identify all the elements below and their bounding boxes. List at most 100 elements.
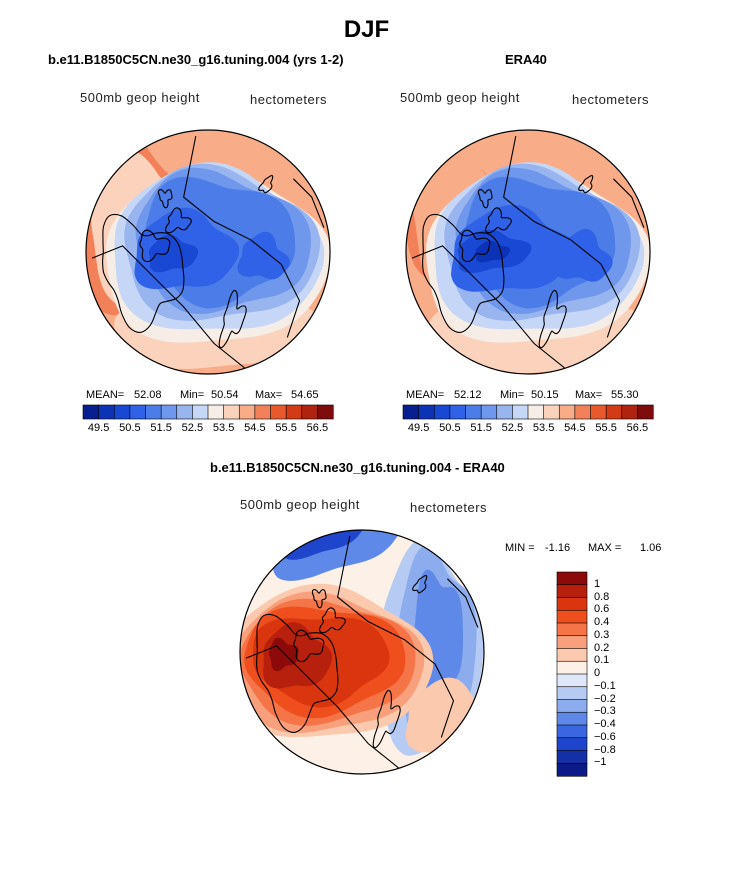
contour-fill	[237, 231, 291, 280]
colorbar-swatch	[556, 571, 588, 586]
colorbar-swatch	[556, 609, 588, 624]
colorbar-tick-label: 0.3	[594, 628, 610, 641]
colorbar-swatch	[270, 404, 287, 420]
coastline	[293, 178, 325, 228]
colorbar-swatch	[512, 404, 529, 420]
coastline	[477, 189, 493, 209]
colorbar-tick-label: 54.5	[244, 422, 266, 434]
colorbar-tick-label: 53.5	[532, 422, 555, 434]
colorbar-swatch	[556, 699, 588, 713]
panel2-mean-value: 52.12	[454, 389, 482, 401]
colorbar-swatch	[301, 404, 318, 420]
panel2-variable-label: 500mb geop height	[400, 90, 520, 105]
panel1-max-label: Max=	[255, 389, 283, 401]
contour-fill	[148, 234, 199, 273]
coastline	[578, 175, 594, 194]
coastline	[538, 289, 567, 349]
coastline	[318, 607, 346, 634]
colorbar-swatch	[192, 404, 209, 420]
panel1-min-value: 50.54	[211, 389, 239, 401]
colorbar-swatch	[480, 404, 498, 420]
colorbar-swatch	[556, 622, 588, 637]
contour-fill	[428, 284, 649, 374]
contour-fill	[263, 622, 333, 689]
coastline	[422, 213, 505, 334]
contour-fill	[457, 229, 532, 273]
contour-fill	[380, 538, 484, 756]
coastline	[613, 178, 645, 228]
panel2-min-label: Min=	[500, 389, 525, 401]
colorbar-tick-label: 51.5	[470, 422, 492, 434]
colorbar-tick-label: −0.2	[594, 692, 616, 705]
colorbar-swatch	[556, 597, 588, 611]
colorbar-swatch	[465, 404, 482, 420]
colorbar-tick-label: 56.5	[306, 422, 329, 434]
contour-fill	[426, 164, 650, 343]
contour-fill	[413, 141, 514, 292]
colorbar-tick-label: 52.5	[501, 422, 524, 434]
field-background	[86, 130, 330, 374]
figure-title: DJF	[343, 16, 390, 43]
contour-fill	[244, 606, 406, 719]
colorbar-swatch	[605, 404, 623, 420]
colorbar-swatch	[176, 404, 193, 420]
contour-fill	[91, 151, 196, 307]
colorbar-swatch	[160, 404, 178, 420]
colorbar-swatch	[556, 648, 588, 662]
contour-fill	[124, 163, 321, 321]
colorbar-swatch	[496, 404, 513, 420]
colorbar-swatch	[98, 404, 115, 420]
colorbar-swatch	[556, 584, 588, 599]
colorbar-swatch	[543, 404, 560, 420]
coastline	[411, 245, 565, 369]
colorbar-tick-label: 55.5	[595, 422, 617, 434]
colorbar-swatch	[285, 404, 303, 420]
coastline	[293, 629, 325, 663]
panel2-min-value: 50.15	[531, 389, 559, 401]
colorbar-swatch	[418, 404, 435, 420]
colorbar-tick-label: −1	[594, 756, 607, 769]
coastline	[372, 689, 401, 749]
map-boundary	[405, 129, 651, 375]
colorbar-tick-label: 54.5	[564, 422, 586, 434]
colorbar-swatch	[556, 762, 588, 777]
coastline	[164, 207, 192, 234]
colorbar-tick-label: −0.1	[594, 679, 616, 692]
panel3-title: b.e11.B1850C5CN.ne30_g16.tuning.004 - ER…	[210, 460, 505, 475]
colorbar-tick-label: 49.5	[87, 422, 110, 434]
colorbar-tick-label: 0.1	[594, 654, 610, 667]
coastline	[182, 135, 301, 338]
panel1-mean-value: 52.08	[134, 389, 162, 401]
colorbar-tick-label: −0.4	[594, 718, 616, 730]
coastline	[336, 535, 455, 738]
coastline	[459, 229, 491, 263]
panel1-mean-label: MEAN=	[86, 389, 125, 401]
colorbar-swatch	[238, 404, 256, 420]
contour-fill	[270, 530, 403, 581]
coastline	[447, 578, 479, 628]
coastline	[502, 135, 621, 338]
coastline	[258, 175, 274, 194]
coastline	[139, 229, 171, 263]
contour-fill	[107, 285, 330, 374]
colorbar-swatch	[556, 635, 588, 650]
panel2-max-value: 55.30	[611, 389, 639, 401]
colorbar-swatch	[556, 660, 588, 675]
contour-fill	[475, 240, 511, 263]
contour-fill	[268, 637, 299, 672]
coastline	[91, 245, 245, 369]
panel3-max-value: 1.06	[640, 542, 662, 554]
colorbar-swatch	[207, 404, 225, 420]
colorbar-swatch	[556, 724, 588, 739]
panel1-variable-label: 500mb geop height	[80, 90, 200, 105]
contour-fill	[280, 530, 365, 560]
panel2-title: ERA40	[505, 52, 547, 67]
contour-fill	[106, 164, 330, 343]
field-background	[240, 530, 484, 774]
colorbar-swatch	[113, 404, 131, 420]
panel3-min-label: MIN =	[505, 542, 535, 554]
colorbar-swatch	[556, 686, 588, 701]
map-boundary	[85, 129, 331, 375]
panel3-max-label: MAX =	[588, 542, 622, 554]
coastline	[245, 645, 399, 769]
